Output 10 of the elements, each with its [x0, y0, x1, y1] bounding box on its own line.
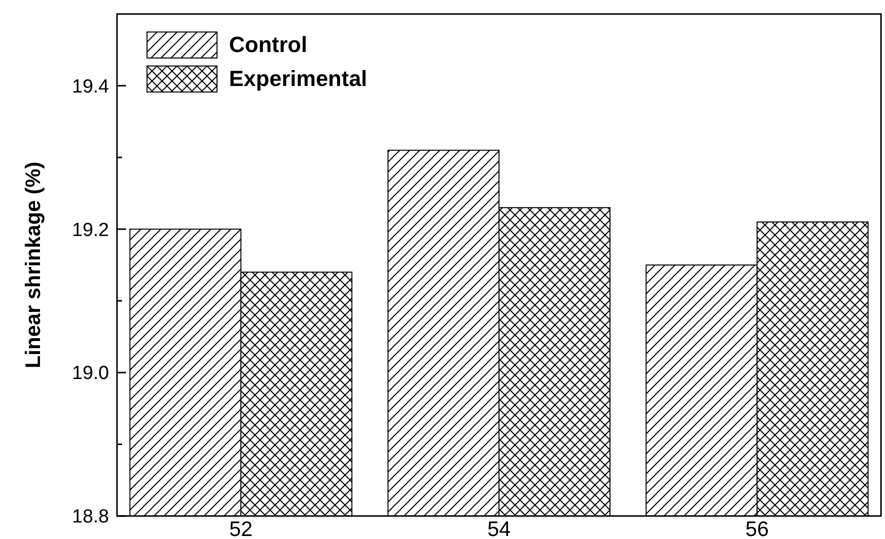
text: 19.0: [72, 363, 109, 384]
x-tick-label: 54: [487, 518, 511, 539]
y-tick-label: 19.2: [72, 220, 109, 241]
legend-label: Control: [229, 32, 308, 57]
y-tick-label: 19.4: [72, 76, 110, 98]
x-tick-label: 56: [745, 518, 769, 539]
legend-label: Experimental: [229, 66, 368, 91]
y-axis-title: Linear shrinkage (%): [22, 162, 45, 368]
y-tick-label: 18.8: [72, 506, 109, 528]
x-tick-label: 52: [229, 518, 253, 539]
